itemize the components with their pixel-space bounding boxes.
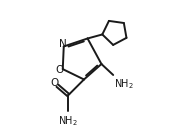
Text: NH$_2$: NH$_2$ bbox=[114, 77, 134, 91]
Text: NH$_2$: NH$_2$ bbox=[58, 114, 77, 128]
Text: N: N bbox=[59, 39, 66, 49]
Text: O: O bbox=[56, 65, 64, 75]
Text: O: O bbox=[50, 78, 59, 88]
